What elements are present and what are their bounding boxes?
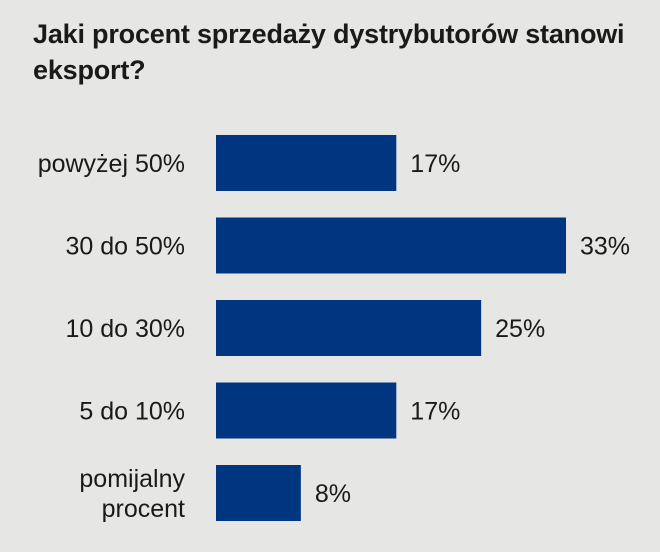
- value-label-1: 33%: [580, 233, 630, 261]
- value-label-3: 17%: [410, 398, 460, 426]
- category-label-2: 10 do 30%: [65, 315, 185, 343]
- category-label-4: pomijalny procent: [79, 465, 185, 523]
- category-label-1: 30 do 50%: [65, 233, 185, 261]
- value-label-2: 25%: [495, 315, 545, 343]
- bar-0: [216, 135, 397, 191]
- value-labels-group: 17% 33% 25% 17% 8%: [315, 150, 630, 508]
- value-label-0: 17%: [410, 150, 460, 178]
- bars-group: [216, 135, 566, 521]
- bar-2: [216, 300, 482, 356]
- bar-3: [216, 382, 397, 439]
- value-label-4: 8%: [315, 480, 351, 508]
- category-labels-group: powyżej 50% 30 do 50% 10 do 30% 5 do 10% pom…: [38, 150, 186, 523]
- bar-1: [216, 217, 566, 274]
- category-label-3: 5 do 10%: [79, 398, 185, 426]
- category-label-0: powyżej 50%: [38, 150, 185, 178]
- bar-4: [216, 465, 301, 521]
- chart-title: Jaki procent sprzedaży dystrybutorów sta…: [33, 19, 625, 85]
